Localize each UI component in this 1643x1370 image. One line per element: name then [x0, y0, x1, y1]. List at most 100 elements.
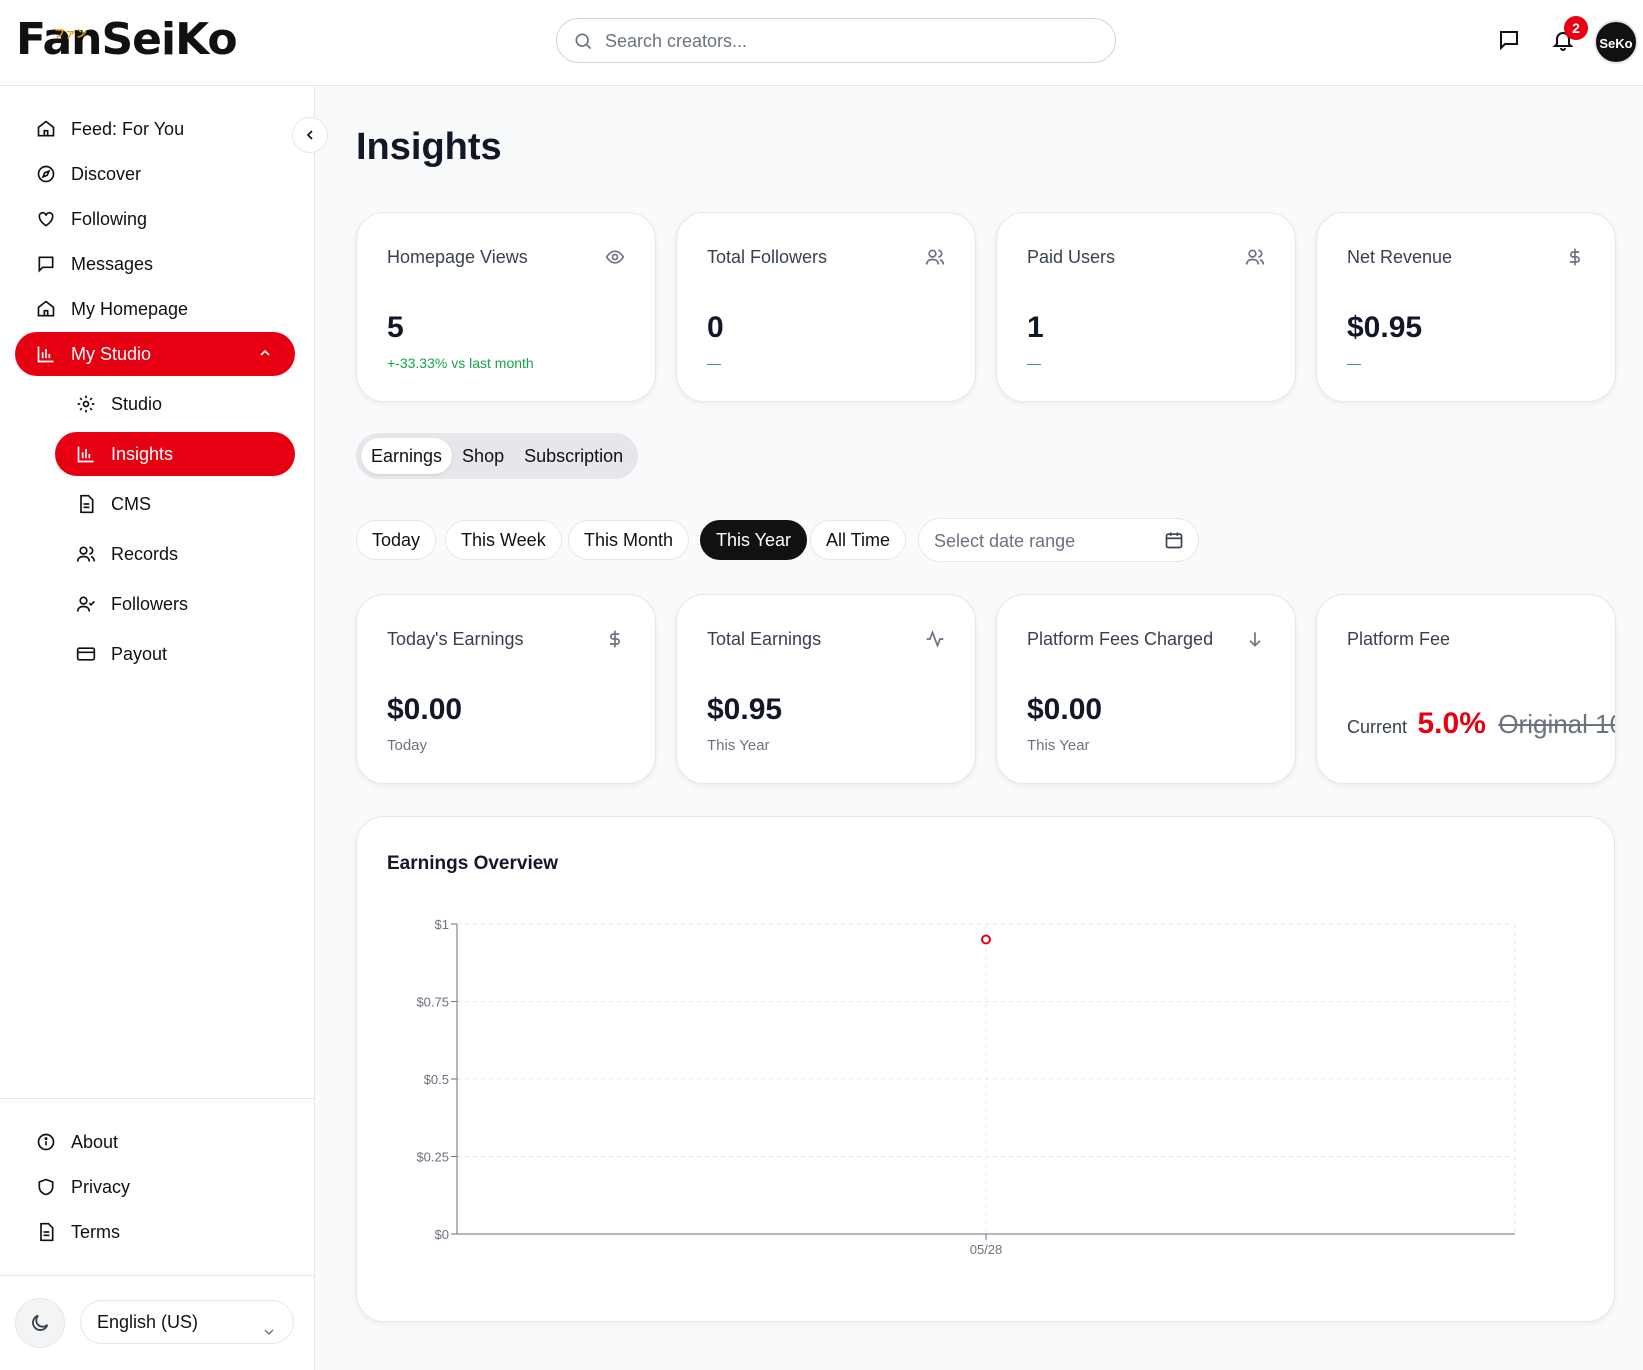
stat-card-paid-users: Paid Users 1 — — [996, 212, 1296, 402]
top-bar: FanSeiKo ファン 2 SeKo — [0, 0, 1643, 86]
users-icon — [925, 247, 947, 269]
tab-subscription[interactable]: Subscription — [524, 446, 624, 466]
period-this-week-button[interactable]: This Week — [445, 520, 562, 560]
search-icon — [573, 31, 593, 56]
collapse-sidebar-button[interactable] — [292, 117, 328, 153]
home-icon — [35, 118, 57, 140]
search-input[interactable] — [605, 27, 1085, 55]
stat-delta: +-33.33% vs last month — [387, 355, 534, 371]
sidebar-item-studio[interactable]: Studio — [55, 382, 295, 426]
sidebar-item-cms[interactable]: CMS — [55, 482, 295, 526]
period-this-month-button[interactable]: This Month — [568, 520, 690, 560]
bar-chart-icon — [75, 443, 97, 465]
stat-value: 5 — [387, 311, 404, 344]
sidebar-item-payout[interactable]: Payout — [55, 632, 295, 676]
stat-value: $0.95 — [1347, 311, 1423, 344]
gear-icon — [75, 393, 97, 415]
dollar-icon — [1565, 247, 1587, 269]
compass-icon — [35, 163, 57, 185]
logo-kana: ファン — [54, 27, 87, 40]
sidebar-item-terms[interactable]: Terms — [15, 1210, 295, 1254]
theme-toggle-button[interactable] — [15, 1298, 65, 1348]
sidebar-item-my-studio[interactable]: My Studio — [15, 332, 295, 376]
sidebar-item-following[interactable]: Following — [15, 197, 295, 241]
stat-delta: — — [1027, 355, 1041, 371]
stat-label: Homepage Views — [387, 247, 528, 267]
language-value: English (US) — [97, 1312, 199, 1332]
sidebar-item-label: Followers — [111, 593, 189, 614]
stat-value: 1 — [1027, 311, 1044, 344]
document-icon — [35, 1221, 57, 1243]
sidebar-item-discover[interactable]: Discover — [15, 152, 295, 196]
platform-fee-original: Original 10% — [1498, 709, 1615, 739]
sidebar-item-label: Studio — [111, 393, 163, 414]
platform-fee-line: Current 5.0% Original 10% — [1347, 707, 1615, 741]
sidebar-item-feed[interactable]: Feed: For You — [15, 107, 295, 151]
earnings-value: $0.00 — [1027, 693, 1103, 726]
message-icon — [35, 253, 57, 275]
logo[interactable]: FanSeiKo ファン — [16, 14, 238, 66]
tab-shop[interactable]: Shop — [462, 446, 505, 466]
sidebar-item-label: Terms — [71, 1221, 120, 1242]
eye-icon — [605, 247, 627, 269]
period-all-time-button[interactable]: All Time — [810, 520, 907, 560]
home-icon — [35, 298, 57, 320]
main-content: Insights Homepage Views 5 +-33.33% vs la… — [315, 86, 1643, 1370]
sidebar-item-label: Privacy — [71, 1176, 131, 1197]
period-today-button[interactable]: Today — [356, 520, 437, 560]
y-tick-label: $0 — [435, 1227, 449, 1242]
activity-icon — [925, 629, 947, 651]
earnings-value: $0.95 — [707, 693, 783, 726]
sidebar-item-about[interactable]: About — [15, 1120, 295, 1164]
sidebar-item-label: About — [71, 1131, 119, 1152]
sidebar-item-label: Following — [71, 208, 148, 229]
earnings-label: Platform Fees Charged — [1027, 629, 1214, 649]
platform-fee-current: 5.0% — [1417, 707, 1486, 740]
language-select[interactable]: English (US) — [80, 1300, 294, 1344]
search-box[interactable] — [556, 18, 1116, 63]
calendar-icon[interactable] — [1164, 530, 1184, 555]
y-tick-label: $0.75 — [416, 995, 449, 1010]
earnings-card-fees: Platform Fees Charged $0.00 This Year — [996, 594, 1296, 784]
tab-earnings[interactable]: Earnings — [361, 438, 453, 474]
stat-card-net-revenue: Net Revenue $0.95 — — [1316, 212, 1616, 402]
earnings-label: Today's Earnings — [387, 629, 524, 649]
earnings-period: This Year — [1027, 737, 1090, 754]
credit-card-icon — [75, 643, 97, 665]
users-icon — [1245, 247, 1267, 269]
bar-chart-icon — [35, 343, 57, 365]
chevron-up-icon — [257, 345, 273, 366]
shield-icon — [35, 1176, 57, 1198]
message-icon[interactable] — [1497, 28, 1523, 54]
data-point — [981, 934, 991, 945]
earnings-value: $0.00 — [387, 693, 463, 726]
date-range-picker[interactable] — [918, 518, 1199, 562]
sidebar: Feed: For You Discover Following Message… — [0, 86, 315, 1370]
date-range-input[interactable] — [934, 528, 1154, 554]
sidebar-item-followers[interactable]: Followers — [55, 582, 295, 626]
sidebar-item-records[interactable]: Records — [55, 532, 295, 576]
earnings-overview-card: Earnings Overview $0 $0.25 $0.5 $0.75 $1 05/2… — [356, 816, 1615, 1322]
earnings-period: This Year — [707, 737, 770, 754]
sidebar-item-label: CMS — [111, 493, 151, 514]
y-tick-label: $0.25 — [416, 1150, 449, 1165]
y-tick-label: $1 — [435, 917, 449, 932]
sidebar-item-messages[interactable]: Messages — [15, 242, 295, 286]
stat-delta: — — [1347, 355, 1361, 371]
sidebar-item-my-homepage[interactable]: My Homepage — [15, 287, 295, 331]
sidebar-item-insights[interactable]: Insights — [55, 432, 295, 476]
moon-icon — [32, 1314, 49, 1331]
chevron-left-icon — [306, 130, 313, 140]
stat-label: Paid Users — [1027, 247, 1116, 267]
sidebar-item-label: My Homepage — [71, 298, 189, 319]
avatar[interactable]: SeKo — [1594, 20, 1638, 64]
sidebar-item-label: Payout — [111, 643, 168, 664]
chevron-down-icon — [261, 1313, 277, 1355]
sidebar-item-privacy[interactable]: Privacy — [15, 1165, 295, 1209]
users-icon — [75, 543, 97, 565]
stat-delta: — — [707, 355, 721, 371]
period-this-year-button[interactable]: This Year — [700, 520, 808, 560]
notification-badge: 2 — [1564, 16, 1588, 40]
sidebar-item-label: My Studio — [71, 343, 152, 364]
platform-fee-label: Platform Fee — [1347, 629, 1451, 649]
